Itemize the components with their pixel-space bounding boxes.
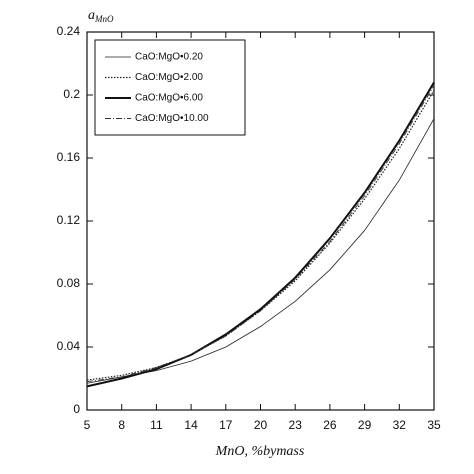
x-tick-label: 20 xyxy=(254,418,268,432)
series-line xyxy=(86,81,435,388)
x-tick-label: 29 xyxy=(358,418,372,432)
y-axis-label: aMnO xyxy=(88,8,114,24)
x-tick-label: 8 xyxy=(118,418,125,432)
x-tick-label: 11 xyxy=(150,418,163,432)
x-tick-label: 17 xyxy=(219,418,233,432)
y-axis-label-sub: MnO xyxy=(94,14,114,24)
legend-label: CaO:MgO•2.00 xyxy=(135,72,203,83)
x-tick-label: 5 xyxy=(84,418,91,432)
y-tick-label: 0.16 xyxy=(57,150,81,164)
x-tick-label: 35 xyxy=(427,418,441,432)
y-tick-label: 0.04 xyxy=(57,339,81,353)
x-tick-label: 26 xyxy=(323,418,337,432)
legend-box xyxy=(94,39,246,136)
y-tick-label: 0.24 xyxy=(57,24,81,38)
legend-label: CaO:MgO•0.20 xyxy=(135,52,203,63)
series-line xyxy=(86,85,435,383)
x-tick-label: 23 xyxy=(289,418,303,432)
x-tick-label: 32 xyxy=(393,418,407,432)
y-tick-label: 0 xyxy=(73,402,80,416)
y-tick-label: 0.08 xyxy=(57,276,81,290)
x-axis-label: MnO, %bymass xyxy=(215,444,305,459)
legend-label: CaO:MgO•10.00 xyxy=(135,113,209,124)
legend-label: CaO:MgO•6.00 xyxy=(135,93,203,104)
y-tick-label: 0.2 xyxy=(63,87,80,101)
y-tick-label: 0.12 xyxy=(57,213,81,227)
y-axis-label-main: a xyxy=(88,8,95,23)
x-tick-label: 14 xyxy=(184,418,198,432)
series-line xyxy=(86,118,435,384)
